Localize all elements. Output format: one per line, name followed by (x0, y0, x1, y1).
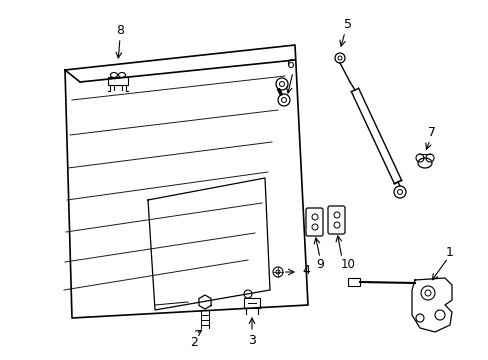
Text: 3: 3 (247, 333, 255, 346)
Text: 6: 6 (285, 58, 293, 71)
Text: 7: 7 (427, 126, 435, 139)
Text: 2: 2 (190, 336, 198, 348)
Bar (108, 77, 128, 85)
Text: 5: 5 (343, 18, 351, 31)
Bar (347, 278, 359, 286)
Text: 8: 8 (116, 23, 124, 36)
Text: 4: 4 (302, 264, 309, 276)
Text: 10: 10 (340, 257, 355, 270)
Text: 9: 9 (315, 257, 323, 270)
Text: 1: 1 (445, 246, 453, 258)
Bar (244, 298, 260, 308)
